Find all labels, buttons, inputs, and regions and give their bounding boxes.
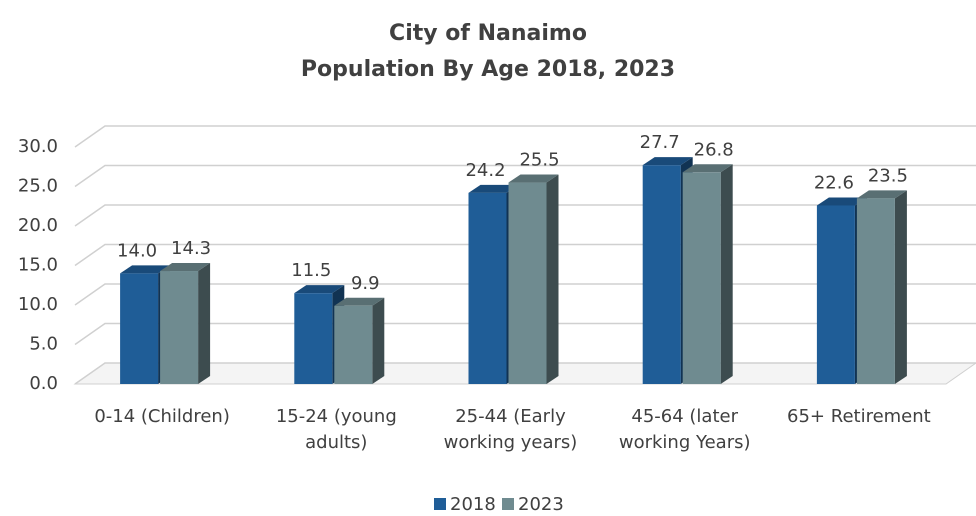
bar-side xyxy=(894,190,907,384)
y-tick-label: 15.0 xyxy=(18,255,58,276)
bar-top xyxy=(294,285,345,294)
data-label: 14.3 xyxy=(171,238,211,259)
legend-swatch xyxy=(434,498,446,510)
bar-top xyxy=(160,263,211,272)
bar xyxy=(334,305,373,384)
grid-line xyxy=(74,125,976,148)
bar-side xyxy=(720,164,733,384)
bar-top xyxy=(508,174,559,183)
data-label: 11.5 xyxy=(291,260,331,281)
bar-side xyxy=(198,263,211,384)
y-tick-label: 25.0 xyxy=(18,176,58,197)
y-tick-label: 10.0 xyxy=(18,294,58,315)
y-tick-label: 30.0 xyxy=(18,136,58,157)
bar-top xyxy=(856,190,907,199)
bar xyxy=(816,205,855,384)
data-label: 23.5 xyxy=(868,165,908,186)
x-tick-label: 65+ Retirement xyxy=(787,406,931,427)
data-label: 14.0 xyxy=(117,240,157,261)
y-tick-label: 5.0 xyxy=(29,334,58,355)
bar-side xyxy=(546,174,559,384)
bar xyxy=(682,172,721,384)
bar xyxy=(468,192,507,384)
bar xyxy=(294,293,333,384)
x-tick-label: 15-24 (young adults) xyxy=(275,406,397,453)
bar-side xyxy=(372,297,385,384)
bar xyxy=(160,271,199,384)
data-label: 24.2 xyxy=(465,160,505,181)
chart-subtitle: Population By Age 2018, 2023 xyxy=(301,57,675,82)
bar-top xyxy=(642,157,693,166)
legend-label: 2018 xyxy=(450,494,496,515)
data-label: 27.7 xyxy=(640,132,680,153)
bar-top xyxy=(334,297,385,306)
bar xyxy=(856,198,895,384)
bar-top xyxy=(468,184,519,193)
bar xyxy=(508,182,547,384)
x-tick-label: 45-64 (later working Years) xyxy=(618,406,751,453)
bar-top xyxy=(120,265,171,274)
bar xyxy=(642,165,681,384)
chart-title: City of Nanaimo xyxy=(389,21,587,46)
data-label: 22.6 xyxy=(814,172,854,193)
data-label: 26.8 xyxy=(694,139,734,160)
data-label: 25.5 xyxy=(519,150,559,171)
bar-top xyxy=(682,164,733,173)
bar-top xyxy=(816,197,867,206)
legend-swatch xyxy=(502,498,514,510)
y-tick-label: 20.0 xyxy=(18,215,58,236)
data-label: 9.9 xyxy=(351,273,380,294)
x-tick-label: 0-14 (Children) xyxy=(94,406,230,427)
bar xyxy=(120,273,159,384)
legend-label: 2023 xyxy=(518,494,564,515)
y-tick-label: 0.0 xyxy=(29,373,58,394)
x-tick-label: 25-44 (Early working years) xyxy=(443,406,578,453)
